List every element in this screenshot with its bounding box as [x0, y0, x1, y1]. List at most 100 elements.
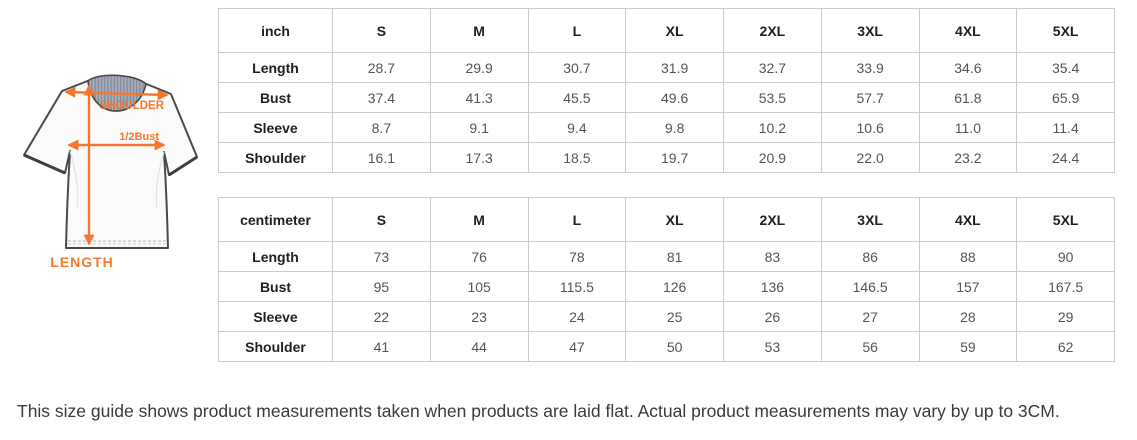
measurement-value-cell: 76 [429, 241, 529, 272]
size-header-cell: 4XL [918, 197, 1018, 242]
size-table-centimeter: centimeter S M L XL 2XL 3XL 4XL 5XL Length 73 76 78 8… [218, 197, 1115, 362]
measurement-value-cell: 49.6 [625, 82, 724, 113]
size-header-cell: L [527, 197, 627, 242]
measurement-value-cell: 157 [918, 271, 1018, 302]
measurement-value-cell: 23 [429, 301, 529, 332]
measurement-value-cell: 95 [332, 271, 431, 302]
size-header-cell: M [429, 197, 529, 242]
measurement-value-cell: 23.2 [918, 142, 1018, 173]
measurement-value-cell: 126 [625, 271, 724, 302]
measurement-value-cell: 25 [625, 301, 724, 332]
measurement-value-cell: 57.7 [820, 82, 920, 113]
measurement-value-cell: 35.4 [1016, 52, 1115, 83]
measurement-value-cell: 28.7 [332, 52, 431, 83]
measurement-value-cell: 53 [723, 331, 822, 362]
size-header-cell: XL [625, 8, 724, 53]
measurement-row: Shoulder 16.1 17.3 18.5 19.7 20.9 22.0 23.2 24.4 [218, 142, 1115, 173]
measurement-value-cell: 30.7 [527, 52, 627, 83]
unit-header-cell: inch [218, 8, 333, 53]
right-sleeve-cuff [168, 155, 198, 177]
size-header-cell: XL [625, 197, 724, 242]
measurement-value-cell: 11.0 [918, 112, 1018, 143]
measurement-value-cell: 22 [332, 301, 431, 332]
size-header-row: inch S M L XL 2XL 3XL 4XL 5XL [218, 8, 1115, 53]
tshirt-measurement-diagram: SHOULDER 1/2Bust LENGTH [8, 52, 218, 287]
measurement-label-cell: Shoulder [218, 331, 333, 362]
measurement-value-cell: 86 [820, 241, 920, 272]
measurement-value-cell: 167.5 [1016, 271, 1115, 302]
measurement-row: Sleeve 22 23 24 25 26 27 28 29 [218, 301, 1115, 332]
measurement-value-cell: 78 [527, 241, 627, 272]
measurement-value-cell: 20.9 [723, 142, 822, 173]
measurement-value-cell: 62 [1016, 331, 1115, 362]
measurement-value-cell: 88 [918, 241, 1018, 272]
size-header-cell: M [429, 8, 529, 53]
size-header-cell: 3XL [820, 197, 920, 242]
measurement-value-cell: 24 [527, 301, 627, 332]
measurement-value-cell: 47 [527, 331, 627, 362]
measurement-value-cell: 56 [820, 331, 920, 362]
size-tables: inch S M L XL 2XL 3XL 4XL 5XL Length 28.7 29.9 30.7 3… [218, 8, 1115, 362]
length-arrow-label: LENGTH [50, 254, 114, 270]
size-header-cell: 5XL [1016, 8, 1115, 53]
measurement-value-cell: 73 [332, 241, 431, 272]
measurement-row: Length 28.7 29.9 30.7 31.9 32.7 33.9 34.6 35.4 [218, 52, 1115, 83]
measurement-row: Shoulder 41 44 47 50 53 56 59 62 [218, 331, 1115, 362]
measurement-value-cell: 11.4 [1016, 112, 1115, 143]
measurement-value-cell: 65.9 [1016, 82, 1115, 113]
left-sleeve-cuff [23, 153, 66, 175]
measurement-label-cell: Sleeve [218, 112, 333, 143]
measurement-label-cell: Bust [218, 82, 333, 113]
size-header-cell: 2XL [723, 8, 822, 53]
measurement-label-cell: Bust [218, 271, 333, 302]
measurement-row: Bust 37.4 41.3 45.5 49.6 53.5 57.7 61.8 65.9 [218, 82, 1115, 113]
size-header-cell: 4XL [918, 8, 1018, 53]
measurement-value-cell: 9.1 [429, 112, 529, 143]
measurement-value-cell: 83 [723, 241, 822, 272]
size-header-cell: S [332, 8, 431, 53]
measurement-row: Length 73 76 78 81 83 86 88 90 [218, 241, 1115, 272]
measurement-value-cell: 17.3 [429, 142, 529, 173]
measurement-row: Bust 95 105 115.5 126 136 146.5 157 167.5 [218, 271, 1115, 302]
right-crease [155, 151, 165, 209]
measurement-value-cell: 146.5 [820, 271, 920, 302]
size-header-cell: 5XL [1016, 197, 1115, 242]
measurement-value-cell: 29 [1016, 301, 1115, 332]
measurement-value-cell: 22.0 [820, 142, 920, 173]
measurement-value-cell: 26 [723, 301, 822, 332]
measurement-value-cell: 33.9 [820, 52, 920, 83]
unit-header-cell: centimeter [218, 197, 333, 242]
size-header-cell: L [527, 8, 627, 53]
left-crease [69, 150, 79, 208]
measurement-value-cell: 9.8 [625, 112, 724, 143]
shoulder-arrow [64, 86, 169, 101]
bust-arrow-label: 1/2Bust [119, 131, 159, 143]
measurement-value-cell: 28 [918, 301, 1018, 332]
measurement-value-cell: 50 [625, 331, 724, 362]
size-guide-note: This size guide shows product measuremen… [17, 401, 1060, 421]
size-header-cell: 3XL [820, 8, 920, 53]
measurement-value-cell: 10.2 [723, 112, 822, 143]
measurement-value-cell: 29.9 [429, 52, 529, 83]
size-header-cell: 2XL [723, 197, 822, 242]
size-header-cell: S [332, 197, 431, 242]
measurement-value-cell: 45.5 [527, 82, 627, 113]
shoulder-arrow-label: SHOULDER [99, 100, 164, 112]
measurement-row: Sleeve 8.7 9.1 9.4 9.8 10.2 10.6 11.0 11.4 [218, 112, 1115, 143]
measurement-value-cell: 81 [625, 241, 724, 272]
measurement-value-cell: 31.9 [625, 52, 724, 83]
measurement-value-cell: 115.5 [527, 271, 627, 302]
measurement-label-cell: Length [218, 52, 333, 83]
measurement-value-cell: 8.7 [332, 112, 431, 143]
measurement-value-cell: 44 [429, 331, 529, 362]
measurement-label-cell: Shoulder [218, 142, 333, 173]
measurement-value-cell: 34.6 [918, 52, 1018, 83]
measurement-value-cell: 37.4 [332, 82, 431, 113]
measurement-value-cell: 59 [918, 331, 1018, 362]
measurement-value-cell: 105 [429, 271, 529, 302]
measurement-value-cell: 27 [820, 301, 920, 332]
measurement-value-cell: 24.4 [1016, 142, 1115, 173]
measurement-value-cell: 90 [1016, 241, 1115, 272]
measurement-value-cell: 136 [723, 271, 822, 302]
